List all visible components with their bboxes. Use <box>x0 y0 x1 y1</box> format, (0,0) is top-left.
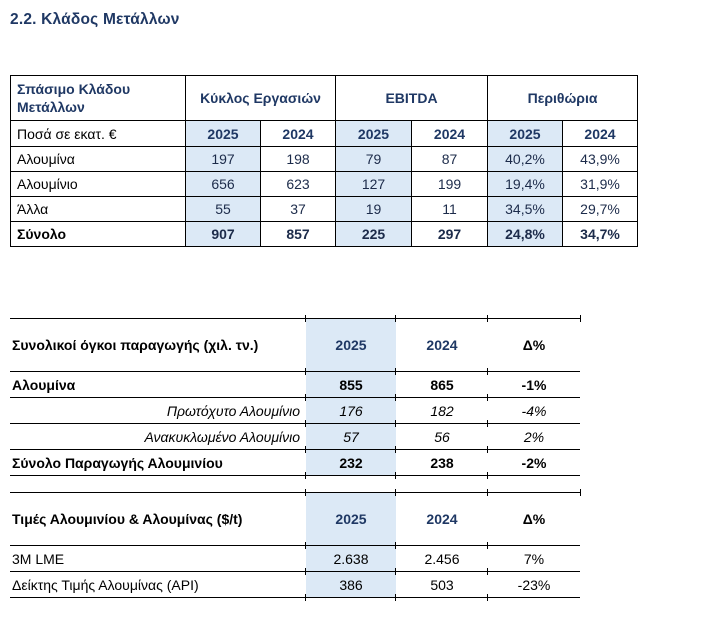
cell-value: 225 <box>335 221 412 247</box>
cell-value: 87 <box>411 146 488 172</box>
cell-value: 386 <box>305 568 396 602</box>
cell-value: 232 <box>305 446 396 480</box>
table2-title: Συνολικοί όγκοι παραγωγής (χιλ. τν.) <box>10 318 306 372</box>
column-group-turnover: Κύκλος Εργασιών <box>185 75 336 121</box>
table-row-alumina: Αλουμίνα 855 865 -1% <box>10 368 580 398</box>
aluminium-alumina-prices-table: Τιμές Αλουμινίου & Αλουμίνας ($/t) 2025 … <box>10 489 581 602</box>
table-row-alumina: Αλουμίνα 197 198 79 87 40,2% 43,9% <box>10 146 639 172</box>
table-row-primary-aluminium: Πρωτόχυτο Αλουμίνιο 176 182 -4% <box>10 394 580 424</box>
cell-value: 34,7% <box>561 221 639 247</box>
cell-value: 57 <box>305 420 396 450</box>
column-group-margins: Περιθώρια <box>486 75 639 121</box>
cell-value: 127 <box>335 171 412 197</box>
table-row-total: Σύνολο 907 857 225 297 24,8% 34,7% <box>10 221 639 247</box>
table-row-aluminium: Αλουμίνιο 656 623 127 199 19,4% 31,9% <box>10 171 639 197</box>
cell-value: 55 <box>185 196 261 222</box>
column-header-turnover-2024: 2024 <box>260 120 336 147</box>
cell-value: 19 <box>335 196 412 222</box>
row-label-total: Σύνολο <box>10 221 186 247</box>
column-header-margins-2024: 2024 <box>561 120 639 147</box>
row-label: Αλουμίνα <box>10 371 306 398</box>
table-row-other: Άλλα 55 37 19 11 34,5% 29,7% <box>10 196 639 222</box>
row-label: Άλλα <box>10 196 186 222</box>
cell-value: 2.638 <box>305 542 396 572</box>
column-header-2024: 2024 <box>395 315 488 372</box>
page-title: 2.2. Κλάδος Μετάλλων <box>10 11 180 28</box>
cell-value: 2.456 <box>395 542 488 572</box>
column-header-turnover-2025: 2025 <box>185 120 261 147</box>
row-label: 3M LME <box>10 545 306 572</box>
cell-value: -4% <box>487 394 580 424</box>
cell-value: 40,2% <box>487 146 563 172</box>
table1-corner-title: Σπάσιμο Κλάδου Μετάλλων <box>10 75 186 121</box>
cell-value: 855 <box>305 368 396 398</box>
column-header-2025: 2025 <box>305 315 396 372</box>
table-header-row: Τιμές Αλουμινίου & Αλουμίνας ($/t) 2025 … <box>10 489 581 546</box>
units-note: Ποσά σε εκατ. € <box>10 120 186 147</box>
row-label-total: Σύνολο Παραγωγής Αλουμινίου <box>10 449 306 476</box>
cell-value: 2% <box>487 420 580 450</box>
column-group-ebitda: EBITDA <box>335 75 488 121</box>
cell-value: 37 <box>260 196 336 222</box>
cell-value: -2% <box>487 446 580 480</box>
table-row-years: Ποσά σε εκατ. € 2025 2024 2025 2024 2025… <box>10 120 639 147</box>
cell-value: 182 <box>395 394 488 424</box>
column-header-delta: Δ% <box>487 489 581 546</box>
column-header-ebitda-2024: 2024 <box>411 120 488 147</box>
production-volumes-table: Συνολικοί όγκοι παραγωγής (χιλ. τν.) 202… <box>10 315 581 480</box>
table3-title: Τιμές Αλουμινίου & Αλουμίνας ($/t) <box>10 492 306 546</box>
cell-value: 176 <box>305 394 396 424</box>
table-row-recycled-aluminium: Ανακυκλωμένο Αλουμίνιο 57 56 2% <box>10 420 580 450</box>
cell-value: 19,4% <box>487 171 563 197</box>
cell-value: -23% <box>487 568 580 602</box>
table-row-total-aluminium-production: Σύνολο Παραγωγής Αλουμινίου 232 238 -2% <box>10 446 580 480</box>
cell-value: 24,8% <box>487 221 563 247</box>
cell-value: 857 <box>260 221 336 247</box>
row-label: Ανακυκλωμένο Αλουμίνιο <box>10 423 306 450</box>
cell-value: 297 <box>411 221 488 247</box>
row-label: Αλουμίνιο <box>10 171 186 197</box>
cell-value: 79 <box>335 146 412 172</box>
row-label: Αλουμίνα <box>10 146 186 172</box>
cell-value: 7% <box>487 542 580 572</box>
table-row-group-header: Σπάσιμο Κλάδου Μετάλλων Κύκλος Εργασιών … <box>10 75 639 121</box>
cell-value: 34,5% <box>487 196 563 222</box>
cell-value: 11 <box>411 196 488 222</box>
cell-value: -1% <box>487 368 580 398</box>
column-header-margins-2025: 2025 <box>487 120 563 147</box>
cell-value: 503 <box>395 568 488 602</box>
column-header-delta: Δ% <box>487 315 581 372</box>
table-row-3m-lme: 3M LME 2.638 2.456 7% <box>10 542 580 572</box>
table-header-row: Συνολικοί όγκοι παραγωγής (χιλ. τν.) 202… <box>10 315 581 372</box>
cell-value: 43,9% <box>561 146 639 172</box>
cell-value: 623 <box>260 171 336 197</box>
column-header-2024: 2024 <box>395 489 488 546</box>
row-label: Πρωτόχυτο Αλουμίνιο <box>10 397 306 424</box>
metals-segment-breakdown-table: Σπάσιμο Κλάδου Μετάλλων Κύκλος Εργασιών … <box>10 75 639 247</box>
cell-value: 238 <box>395 446 488 480</box>
cell-value: 56 <box>395 420 488 450</box>
cell-value: 865 <box>395 368 488 398</box>
cell-value: 656 <box>185 171 261 197</box>
cell-value: 31,9% <box>561 171 639 197</box>
cell-value: 907 <box>185 221 261 247</box>
row-label: Δείκτης Τιμής Αλουμίνας (API) <box>10 571 306 598</box>
cell-value: 29,7% <box>561 196 639 222</box>
cell-value: 197 <box>185 146 261 172</box>
table-row-alumina-price-index: Δείκτης Τιμής Αλουμίνας (API) 386 503 -2… <box>10 568 580 602</box>
cell-value: 199 <box>411 171 488 197</box>
column-header-2025: 2025 <box>305 489 396 546</box>
column-header-ebitda-2025: 2025 <box>335 120 412 147</box>
cell-value: 198 <box>260 146 336 172</box>
